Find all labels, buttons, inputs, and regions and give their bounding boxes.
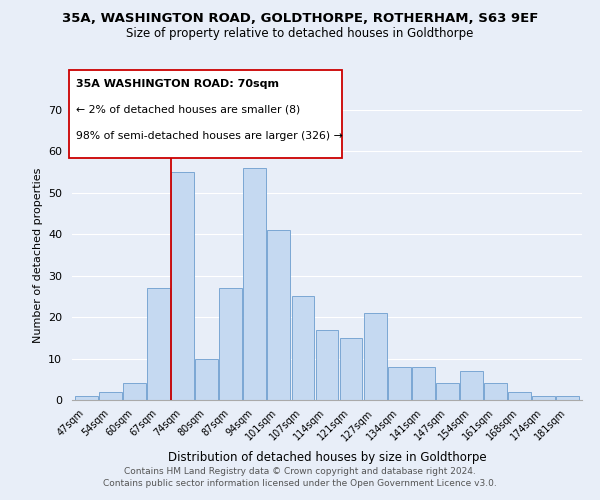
Bar xyxy=(268,230,290,400)
Text: Contains public sector information licensed under the Open Government Licence v3: Contains public sector information licen… xyxy=(103,478,497,488)
Text: Size of property relative to detached houses in Goldthorpe: Size of property relative to detached ho… xyxy=(127,28,473,40)
Bar xyxy=(123,384,146,400)
Y-axis label: Number of detached properties: Number of detached properties xyxy=(32,168,43,342)
Bar xyxy=(340,338,362,400)
Text: 35A WASHINGTON ROAD: 70sqm: 35A WASHINGTON ROAD: 70sqm xyxy=(76,79,279,89)
Text: Contains HM Land Registry data © Crown copyright and database right 2024.: Contains HM Land Registry data © Crown c… xyxy=(124,467,476,476)
Text: ← 2% of detached houses are smaller (8): ← 2% of detached houses are smaller (8) xyxy=(76,105,301,115)
Bar xyxy=(436,384,459,400)
Bar xyxy=(75,396,98,400)
Bar xyxy=(532,396,555,400)
Bar xyxy=(508,392,531,400)
Bar xyxy=(364,313,386,400)
Bar xyxy=(99,392,122,400)
Text: 35A, WASHINGTON ROAD, GOLDTHORPE, ROTHERHAM, S63 9EF: 35A, WASHINGTON ROAD, GOLDTHORPE, ROTHER… xyxy=(62,12,538,26)
Bar xyxy=(220,288,242,400)
Bar xyxy=(147,288,170,400)
Bar xyxy=(556,396,579,400)
Bar xyxy=(412,367,434,400)
Text: 98% of semi-detached houses are larger (326) →: 98% of semi-detached houses are larger (… xyxy=(76,132,343,141)
Bar xyxy=(388,367,410,400)
Bar xyxy=(195,358,218,400)
Bar xyxy=(484,384,507,400)
Bar xyxy=(171,172,194,400)
Bar xyxy=(244,168,266,400)
Bar xyxy=(460,371,483,400)
Bar xyxy=(292,296,314,400)
X-axis label: Distribution of detached houses by size in Goldthorpe: Distribution of detached houses by size … xyxy=(167,451,487,464)
Bar xyxy=(316,330,338,400)
